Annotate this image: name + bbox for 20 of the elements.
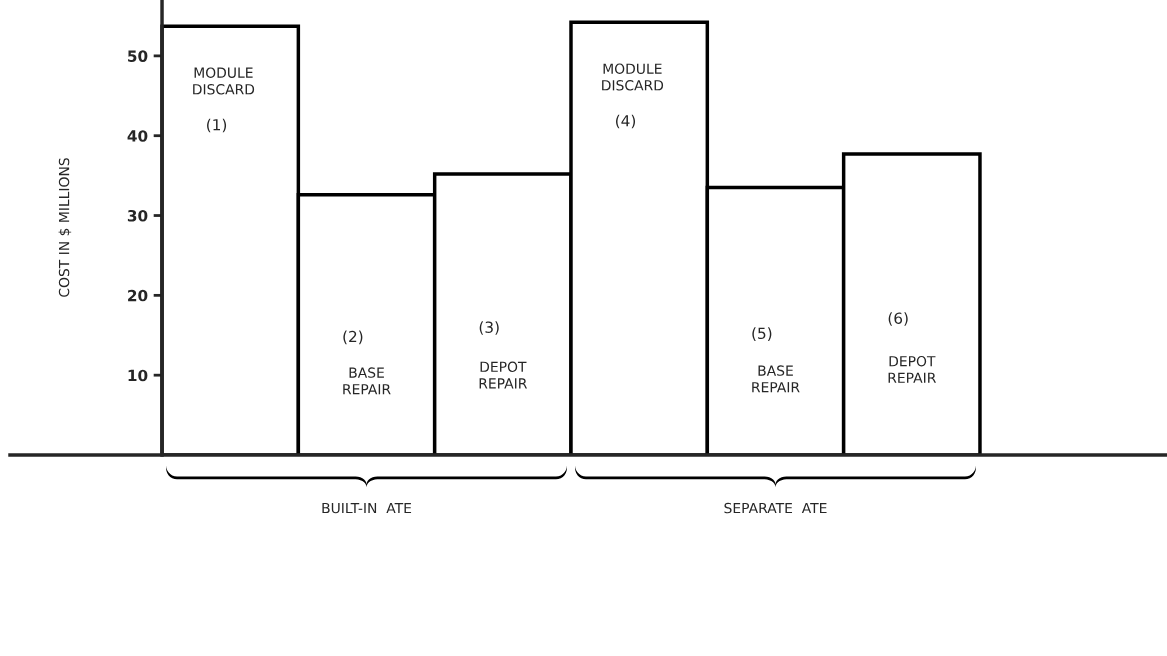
y-tick-label: 10 — [128, 369, 148, 382]
y-tick-label: 40 — [127, 130, 148, 142]
y-tick-label: 50 — [128, 50, 148, 62]
text: BUILT-IN ATE — [322, 502, 412, 514]
annotation: (3) — [479, 321, 499, 335]
y-axis-title: COST IN $ MILLIONS — [58, 158, 72, 297]
y-tick-label: 30 — [127, 209, 148, 222]
x-tick-label: MODULE DISCARD — [193, 67, 255, 95]
x-tick-label: MODULE DISCARD — [602, 63, 664, 91]
annotation: (5) — [752, 327, 772, 341]
annotation: (4) — [616, 114, 636, 129]
text: SEPARATE ATE — [724, 502, 827, 514]
x-tick-label: BASE REPAIR — [343, 367, 391, 395]
y-tick-label: 20 — [128, 289, 148, 302]
x-tick-label: BASE REPAIR — [752, 365, 800, 393]
annotation: (1) — [207, 118, 227, 133]
annotation: (2) — [343, 330, 363, 345]
x-tick-label: DEPOT REPAIR — [888, 355, 936, 383]
x-tick-label: DEPOT REPAIR — [479, 361, 528, 389]
annotation: (6) — [888, 312, 908, 326]
